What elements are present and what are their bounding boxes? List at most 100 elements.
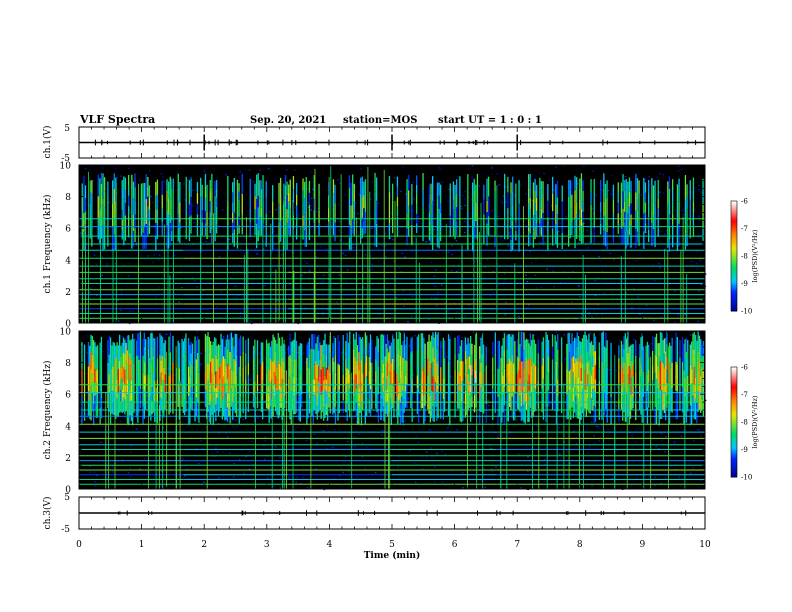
- psd-cell: [336, 301, 338, 303]
- psd-cell: [385, 402, 387, 414]
- psd-cell: [349, 331, 351, 346]
- psd-cell: [199, 215, 201, 217]
- psd-cell: [322, 430, 325, 432]
- psd-cell: [125, 360, 127, 378]
- psd-cell: [603, 187, 605, 202]
- psd-cell: [211, 452, 213, 454]
- psd-cell: [679, 229, 681, 231]
- psd-cell: [252, 382, 255, 395]
- psd-cell: [604, 199, 607, 216]
- psd-cell: [397, 410, 399, 425]
- psd-cell: [433, 337, 435, 359]
- psd-cell: [300, 483, 302, 485]
- psd-cell: [111, 296, 113, 298]
- psd-cell: [584, 370, 586, 390]
- psd-cell: [286, 181, 288, 196]
- psd-cell: [116, 361, 118, 380]
- psd-cell: [646, 358, 649, 375]
- psd-cell: [625, 179, 627, 197]
- colorbar-cell: [731, 274, 737, 277]
- psd-cell: [568, 351, 571, 371]
- psd-cell: [468, 356, 470, 370]
- psd-cell: [268, 211, 271, 213]
- psd-cell: [381, 372, 383, 386]
- psd-cell: [468, 224, 471, 227]
- psd-cell: [639, 357, 641, 371]
- psd-cell: [360, 168, 362, 170]
- psd-cell: [243, 472, 246, 474]
- psd-cell: [332, 386, 334, 401]
- psd-cell: [539, 247, 541, 249]
- psd-cell: [275, 178, 277, 180]
- psd-cell: [211, 401, 213, 415]
- psd-cell: [268, 396, 270, 410]
- psd-cell: [527, 380, 529, 402]
- psd-cell: [166, 368, 169, 370]
- psd-cell: [158, 259, 160, 261]
- psd-cell: [610, 397, 612, 411]
- psd-cell: [293, 395, 295, 415]
- psd-cell: [408, 412, 411, 414]
- psd-cell: [501, 358, 503, 372]
- psd-cell: [123, 233, 125, 246]
- psd-cell: [323, 380, 325, 394]
- psd-cell: [280, 177, 282, 200]
- psd-cell: [579, 403, 581, 425]
- psd-cell: [478, 309, 480, 311]
- psd-cell: [356, 221, 358, 223]
- psd-cell: [356, 345, 359, 365]
- psd-cell: [585, 362, 587, 390]
- psd-cell: [539, 223, 541, 235]
- psd-cell: [580, 208, 583, 227]
- psd-cell: [130, 445, 133, 447]
- psd-cell: [226, 392, 229, 408]
- psd-cell: [583, 334, 585, 363]
- psd-cell: [296, 194, 298, 206]
- psd-cell: [689, 344, 691, 365]
- psd-cell: [519, 344, 521, 362]
- psd-cell: [628, 206, 631, 221]
- psd-cell: [354, 339, 356, 358]
- psd-cell: [228, 365, 230, 392]
- psd-cell: [417, 216, 420, 218]
- psd-cell: [239, 316, 241, 318]
- psd-cell: [516, 338, 519, 357]
- psd-cell: [149, 170, 151, 172]
- psd-cell: [304, 260, 307, 262]
- colorbar-cell: [731, 429, 737, 432]
- psd-cell: [644, 465, 646, 467]
- psd-cell: [561, 233, 563, 249]
- psd-cell: [289, 207, 291, 222]
- psd-cell: [306, 344, 308, 358]
- psd-cell: [531, 340, 533, 366]
- psd-cell: [685, 366, 688, 381]
- psd-cell: [540, 190, 543, 200]
- psd-cell: [272, 230, 275, 232]
- psd-cell: [279, 300, 281, 302]
- psd-cell: [339, 377, 341, 379]
- psd-cell: [219, 356, 221, 368]
- psd-cell: [655, 356, 658, 379]
- psd-cell: [338, 274, 340, 276]
- psd-cell: [466, 386, 468, 401]
- psd-cell: [686, 221, 688, 234]
- psd-cell: [374, 228, 376, 247]
- psd-cell: [112, 203, 114, 227]
- psd-cell: [166, 237, 168, 249]
- psd-cell: [364, 347, 366, 363]
- psd-cell: [180, 378, 183, 380]
- psd-cell: [552, 301, 554, 304]
- psd-cell: [541, 365, 543, 377]
- psd-cell: [429, 341, 431, 369]
- psd-cell: [324, 487, 327, 489]
- psd-cell: [302, 202, 304, 216]
- psd-cell: [95, 382, 97, 395]
- psd-cell: [561, 185, 563, 202]
- psd-cell: [332, 207, 335, 222]
- psd-cell: [581, 338, 584, 364]
- psd-cell: [371, 263, 374, 265]
- psd-cell: [568, 230, 570, 247]
- psd-cell: [411, 204, 413, 225]
- psd-cell: [536, 223, 538, 237]
- colorbar-cell: [731, 303, 737, 306]
